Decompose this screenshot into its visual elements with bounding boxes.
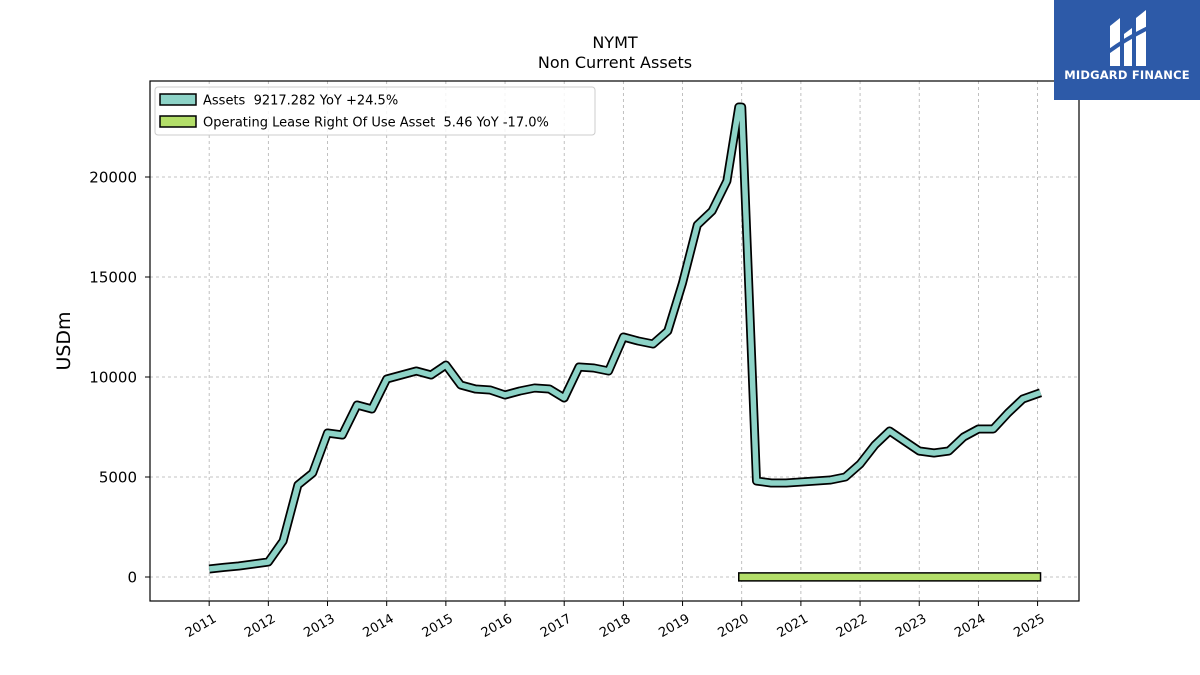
x-tick-label: 2016 — [479, 611, 515, 641]
y-tick-label: 10000 — [89, 369, 137, 387]
assets-series-line — [208, 102, 1043, 574]
x-tick-label: 2015 — [420, 611, 456, 641]
x-tick-label: 2021 — [775, 611, 811, 641]
legend-swatch-assets — [159, 93, 197, 106]
lease-series-bar — [738, 572, 1042, 582]
chart-title: NYMT — [592, 33, 638, 52]
lease-series-mark — [738, 572, 1042, 582]
y-tick-label: 20000 — [89, 169, 137, 187]
legend-swatch-lease — [159, 115, 197, 128]
y-tick-label: 0 — [127, 569, 137, 587]
x-tick-label: 2017 — [538, 611, 574, 641]
x-tick-label: 2013 — [301, 611, 337, 641]
x-tick-label: 2023 — [893, 611, 929, 641]
midgard-logo-icon — [1106, 10, 1149, 66]
x-tick-label: 2019 — [656, 611, 692, 641]
x-tick-label: 2018 — [597, 611, 633, 641]
x-tick-label: 2011 — [183, 611, 219, 641]
legend: Assets 9217.282 YoY +24.5% Operating Lea… — [154, 86, 596, 136]
legend-box — [154, 86, 596, 136]
legend-label-assets: Assets 9217.282 YoY +24.5% — [203, 94, 398, 109]
logo-wordmark: MIDGARD FINANCE — [1064, 68, 1190, 82]
y-tick-label: 15000 — [89, 269, 137, 287]
chart-subtitle: Non Current Assets — [538, 53, 692, 72]
x-tick-label: 2012 — [242, 611, 278, 641]
x-tick-label: 2025 — [1011, 611, 1047, 641]
y-axis-label: USDm — [53, 311, 75, 370]
legend-label-lease: Operating Lease Right Of Use Asset 5.46 … — [203, 116, 549, 131]
y-tick-label: 5000 — [99, 469, 137, 487]
plot-frame — [149, 80, 1080, 602]
x-axis-ticks: 2011 2012 2013 2014 2015 2016 2017 2018 2019 2020… — [183, 601, 1048, 641]
y-axis-ticks: 0 5000 10000 15000 20000 — [89, 169, 150, 587]
x-tick-label: 2014 — [361, 611, 397, 641]
x-tick-label: 2024 — [952, 611, 988, 641]
x-tick-label: 2022 — [834, 611, 870, 641]
brand-logo: MIDGARD FINANCE — [1054, 0, 1200, 100]
assets-line — [208, 104, 1042, 572]
x-tick-label: 2020 — [716, 611, 752, 641]
